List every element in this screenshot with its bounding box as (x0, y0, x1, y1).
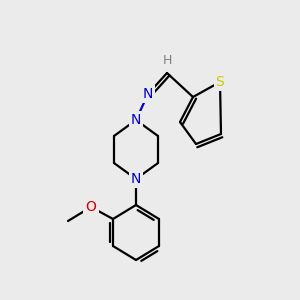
Text: H: H (162, 55, 172, 68)
Text: N: N (143, 87, 153, 101)
Text: N: N (131, 172, 141, 186)
Text: S: S (216, 75, 224, 89)
Text: O: O (85, 200, 96, 214)
Text: N: N (131, 113, 141, 127)
